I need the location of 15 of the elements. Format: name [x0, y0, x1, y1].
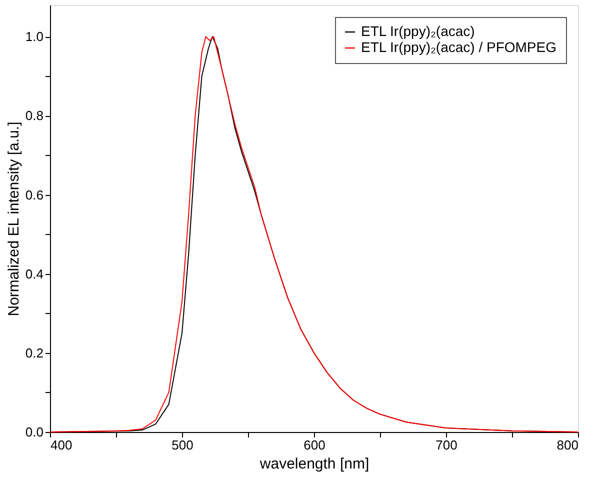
x-tick-label: 400	[50, 438, 72, 452]
y-tick-label: 0.4	[25, 266, 44, 282]
y-tick-label: 0.8	[25, 108, 44, 124]
x-tick-label: 700	[436, 438, 458, 452]
legend-label: ETL Ir(ppy)₂(acac) / PFOMPEG	[361, 39, 557, 55]
x-tick-label: 800	[556, 438, 578, 452]
y-tick-label: 0.6	[25, 187, 44, 202]
legend-label: ETL Ir(ppy)₂(acac)	[361, 23, 475, 39]
y-tick-label: 0.2	[25, 345, 44, 360]
y-tick-label: 0.0	[25, 424, 44, 440]
y-axis-title: Normalized EL intensity [a.u.]	[5, 122, 22, 316]
x-axis-title: wavelength [nm]	[258, 456, 370, 472]
y-tick-label: 1.0	[25, 29, 44, 44]
x-tick-label: 600	[304, 438, 326, 452]
x-tick-label: 500	[172, 438, 194, 452]
